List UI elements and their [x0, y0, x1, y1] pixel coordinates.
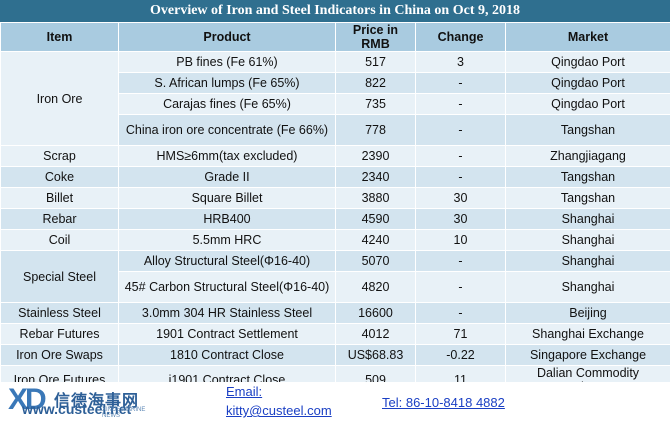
product-cell: 1810 Contract Close: [118, 344, 336, 366]
header-market: Market: [505, 22, 670, 52]
logo-subtitle: XINDE MARINE NEWS: [102, 407, 146, 419]
product-cell: PB fines (Fe 61%): [118, 51, 336, 73]
price-cell: 822: [335, 72, 416, 94]
price-cell: 3880: [335, 187, 416, 209]
price-cell: 4240: [335, 229, 416, 251]
product-cell: 1901 Contract Settlement: [118, 323, 336, 345]
product-cell: HMS≥6mm(tax excluded): [118, 145, 336, 167]
market-cell: Shanghai: [505, 250, 670, 272]
header-price: Price in RMB: [335, 22, 416, 52]
product-cell: S. African lumps (Fe 65%): [118, 72, 336, 94]
change-cell: 3: [415, 51, 506, 73]
price-cell: 778: [335, 114, 416, 146]
change-cell: -: [415, 93, 506, 115]
footer: XD 信德海事网 www.custeel.net XINDE MARINE NE…: [0, 382, 670, 422]
email-label[interactable]: Email:: [226, 384, 263, 399]
item-cell: Stainless Steel: [0, 302, 119, 324]
logo-chinese-name: 信德海事网: [54, 393, 140, 410]
market-cell: Qingdao Port: [505, 72, 670, 94]
change-cell: -: [415, 145, 506, 167]
table-title: Overview of Iron and Steel Indicators in…: [0, 0, 670, 22]
item-cell: Coil: [0, 229, 119, 251]
header-row: Item Product Price in RMB Change Market: [0, 22, 670, 52]
market-cell: Shanghai: [505, 271, 670, 303]
market-cell: Zhangjiagang: [505, 145, 670, 167]
product-cell: 5.5mm HRC: [118, 229, 336, 251]
product-cell: 3.0mm 304 HR Stainless Steel: [118, 302, 336, 324]
indicator-table: Item Product Price in RMB Change Market …: [0, 22, 670, 395]
change-cell: 10: [415, 229, 506, 251]
market-cell: Tangshan: [505, 187, 670, 209]
market-cell: Tangshan: [505, 166, 670, 188]
table-row: S. African lumps (Fe 65%) 822 - Qingdao …: [1, 72, 670, 94]
logo-mark: XD: [8, 383, 47, 416]
table-row: 45# Carbon Structural Steel(Φ16-40) 4820…: [1, 271, 670, 303]
market-cell: Shanghai: [505, 229, 670, 251]
custeel-logo: XD 信德海事网 www.custeel.net XINDE MARINE NE…: [8, 383, 158, 420]
product-cell: HRB400: [118, 208, 336, 230]
price-cell: 2340: [335, 166, 416, 188]
price-cell: 4590: [335, 208, 416, 230]
table-row: Rebar HRB400 4590 30 Shanghai: [0, 208, 670, 230]
table-row: China iron ore concentrate (Fe 66%) 778 …: [1, 114, 670, 146]
price-cell: 517: [335, 51, 416, 73]
price-cell: 4820: [335, 271, 416, 303]
price-cell: 2390: [335, 145, 416, 167]
change-cell: 30: [415, 208, 506, 230]
product-cell: Grade II: [118, 166, 336, 188]
change-cell: -: [415, 250, 506, 272]
telephone-link[interactable]: Tel: 86-10-8418 4882: [382, 395, 505, 410]
market-cell: Tangshan: [505, 114, 670, 146]
table-row: Carajas fines (Fe 65%) 735 - Qingdao Por…: [1, 93, 670, 115]
header-product: Product: [118, 22, 336, 52]
price-cell: 735: [335, 93, 416, 115]
table-row: Rebar Futures 1901 Contract Settlement 4…: [0, 323, 670, 345]
table-row: Iron Ore PB fines (Fe 61%) 517 3 Qingdao…: [0, 51, 670, 146]
product-cell: Carajas fines (Fe 65%): [118, 93, 336, 115]
change-cell: -: [415, 114, 506, 146]
product-cell: Square Billet: [118, 187, 336, 209]
change-cell: 30: [415, 187, 506, 209]
item-cell: Scrap: [0, 145, 119, 167]
table-row: Billet Square Billet 3880 30 Tangshan: [0, 187, 670, 209]
price-cell: 16600: [335, 302, 416, 324]
item-cell: Iron Ore: [0, 51, 119, 146]
logo-url: www.custeel.net: [22, 401, 132, 417]
table-row: Stainless Steel 3.0mm 304 HR Stainless S…: [0, 302, 670, 324]
change-cell: -0.22: [415, 344, 506, 366]
price-cell: 4012: [335, 323, 416, 345]
item-cell: Special Steel: [0, 250, 119, 303]
header-change: Change: [415, 22, 506, 52]
header-item: Item: [0, 22, 119, 52]
table-row: Coke Grade II 2340 - Tangshan: [0, 166, 670, 188]
product-cell: China iron ore concentrate (Fe 66%): [118, 114, 336, 146]
item-cell: Iron Ore Swaps: [0, 344, 119, 366]
market-cell: Shanghai Exchange: [505, 323, 670, 345]
market-cell: Singapore Exchange: [505, 344, 670, 366]
change-cell: -: [415, 302, 506, 324]
change-cell: -: [415, 271, 506, 303]
item-cell: Coke: [0, 166, 119, 188]
market-cell: Qingdao Port: [505, 93, 670, 115]
change-cell: -: [415, 166, 506, 188]
item-cell: Billet: [0, 187, 119, 209]
item-cell: Rebar Futures: [0, 323, 119, 345]
market-cell: Shanghai: [505, 208, 670, 230]
market-cell: Beijing: [505, 302, 670, 324]
table-row: Special Steel Alloy Structural Steel(Φ16…: [0, 250, 670, 303]
table-row: Coil 5.5mm HRC 4240 10 Shanghai: [0, 229, 670, 251]
product-cell: Alloy Structural Steel(Φ16-40): [118, 250, 336, 272]
price-cell: 5070: [335, 250, 416, 272]
table-row: Scrap HMS≥6mm(tax excluded) 2390 - Zhang…: [0, 145, 670, 167]
item-cell: Rebar: [0, 208, 119, 230]
email-link[interactable]: kitty@custeel.com: [226, 403, 332, 418]
table-row: Iron Ore Swaps 1810 Contract Close US$68…: [0, 344, 670, 366]
change-cell: 71: [415, 323, 506, 345]
product-cell: 45# Carbon Structural Steel(Φ16-40): [118, 271, 336, 303]
change-cell: -: [415, 72, 506, 94]
price-cell: US$68.83: [335, 344, 416, 366]
market-cell: Qingdao Port: [505, 51, 670, 73]
